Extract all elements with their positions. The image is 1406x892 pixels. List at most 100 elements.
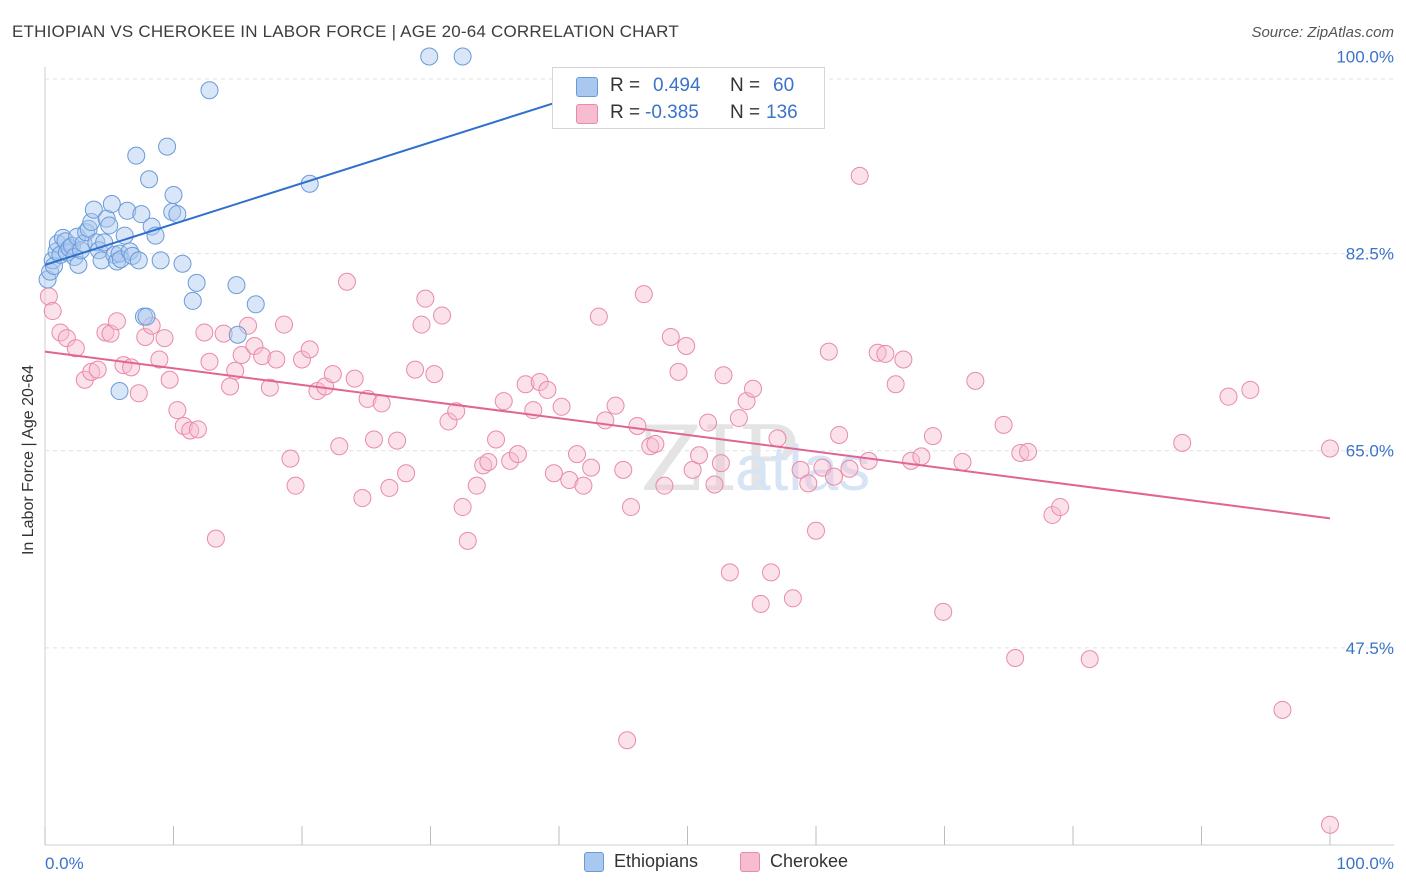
cherokee-point — [705, 475, 724, 494]
tick-labels: 100.0% 82.5% 65.0% 47.5% 0.0% 100.0% — [45, 47, 1394, 873]
cherokee-point — [372, 394, 391, 413]
cherokee-point — [669, 362, 688, 381]
cherokee-point — [43, 302, 62, 321]
y-tick-label: 100.0% — [1336, 47, 1394, 66]
ethiopians-point — [110, 382, 129, 401]
cherokee-point — [714, 366, 733, 385]
ethiopians-point — [69, 255, 88, 274]
cherokee-point — [868, 343, 887, 362]
cherokee-point — [286, 476, 305, 495]
y-axis-title: In Labor Force | Age 20-64 — [20, 365, 37, 555]
ethiopians-trend-line — [44, 100, 560, 266]
cherokee-point — [677, 336, 696, 355]
cherokee-point — [364, 430, 383, 449]
ethiopians-swatch — [576, 77, 598, 97]
cherokee-point — [160, 370, 179, 389]
cherokee-point — [661, 327, 680, 346]
cherokee-point — [690, 446, 709, 465]
ethiopians-point — [123, 246, 142, 265]
cherokee-point — [768, 429, 787, 448]
cherokee-point — [791, 460, 810, 479]
cherokee-point — [66, 339, 85, 358]
cherokee-point — [412, 315, 431, 334]
cherokee-point — [934, 602, 953, 621]
cherokee-point — [323, 365, 342, 384]
cherokee-point — [994, 415, 1013, 434]
ethiopians-point — [53, 228, 72, 247]
ethiopians-point — [142, 217, 161, 236]
cherokee-point — [245, 336, 264, 355]
cherokee-point — [57, 329, 76, 348]
cherokee-point — [628, 416, 647, 435]
cherokee-point — [129, 384, 148, 403]
cherokee-point — [155, 329, 174, 348]
cherokee-trend-line — [44, 350, 1331, 520]
cherokee-point — [530, 373, 549, 392]
cherokee-point — [388, 431, 407, 450]
cherokee-point — [397, 464, 416, 483]
cherokee-point — [1219, 387, 1238, 406]
ethiopians-point — [100, 216, 119, 235]
gridlines — [45, 78, 1394, 649]
cherokee-points — [39, 166, 1339, 834]
cherokee-point — [1006, 649, 1025, 668]
cherokee-point — [439, 412, 458, 431]
chart-source: Source: ZipAtlas.com — [1251, 24, 1394, 41]
cherokee-point — [819, 342, 838, 361]
cherokee-point — [634, 285, 653, 304]
ethiopians-point — [62, 236, 81, 255]
cherokee-point — [614, 460, 633, 479]
cherokee-point — [720, 563, 739, 582]
cherokee-point — [174, 416, 193, 435]
cherokee-point — [876, 344, 895, 363]
cherokee-point — [729, 409, 748, 428]
legend-swatch-cherokee — [740, 851, 760, 872]
ethiopians-r-value: 0.494 — [653, 75, 701, 96]
ethiopians-point — [173, 254, 192, 273]
cherokee-point — [840, 459, 859, 478]
cherokee-point — [646, 434, 665, 453]
ethiopians-n-label: N = — [730, 75, 761, 96]
axes — [44, 67, 1394, 846]
cherokee-point — [345, 369, 364, 388]
cherokee-point — [516, 375, 535, 394]
cherokee-point — [181, 421, 200, 440]
ethiopians-point — [127, 146, 146, 165]
x-tick-label-min: 0.0% — [45, 854, 84, 873]
cherokee-point — [168, 401, 187, 420]
cherokee-point — [275, 315, 294, 334]
cherokee-point — [824, 467, 843, 486]
cherokee-point — [1011, 443, 1030, 462]
cherokee-point — [88, 360, 107, 379]
cherokee-point — [618, 731, 637, 750]
cherokee-point — [232, 345, 251, 364]
cherokee-point — [239, 316, 258, 335]
cherokee-point — [494, 392, 513, 411]
cherokee-point — [538, 380, 557, 399]
cherokee-r-label: R = — [610, 102, 641, 123]
x-tick-label-max: 100.0% — [1336, 854, 1394, 873]
legend-swatch-ethiopians — [584, 851, 604, 872]
cherokee-point — [1321, 815, 1339, 834]
cherokee-point — [711, 454, 730, 473]
cherokee-point — [142, 316, 161, 335]
ethiopians-point — [132, 205, 151, 224]
cherokee-point — [762, 563, 781, 582]
legend-item-cherokee[interactable]: Cherokee — [740, 851, 848, 872]
ethiopians-point — [228, 325, 247, 344]
cherokee-point — [744, 379, 763, 398]
cherokee-point — [330, 437, 349, 456]
cherokee-point — [406, 360, 425, 379]
cherokee-point — [953, 453, 972, 471]
legend-item-ethiopians[interactable]: Ethiopians — [584, 851, 698, 872]
ethiopians-point — [200, 81, 219, 100]
ethiopians-point — [158, 137, 177, 156]
ethiopians-point — [187, 273, 206, 292]
cherokee-point — [188, 420, 207, 439]
y-tick-label: 47.5% — [1346, 639, 1394, 658]
ethiopians-point — [102, 195, 121, 214]
cherokee-point — [474, 456, 493, 475]
cherokee-point — [544, 464, 563, 483]
ethiopians-point — [453, 47, 472, 66]
